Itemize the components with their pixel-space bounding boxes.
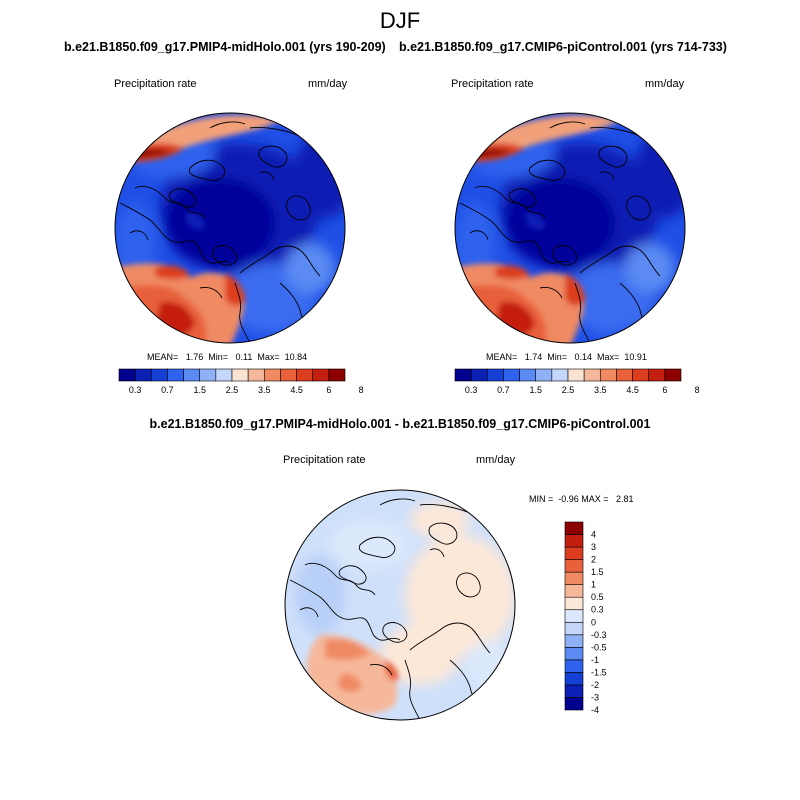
colorbar-panel-2-tick-label: 8: [695, 385, 700, 395]
map-difference-border: [284, 489, 516, 721]
colorbar-panel-2-swatch: [551, 368, 569, 382]
colorbar-difference-swatch: [564, 684, 584, 698]
colorbar-difference-swatch: [564, 609, 584, 623]
colorbar-difference-tick-label: -3: [591, 692, 599, 702]
map-panel-2: [450, 108, 695, 348]
colorbar-difference-swatch: [564, 621, 584, 636]
colorbar-panel-1: 0.3 0.7 1.5 2.5 3.5 4.5 6 8: [118, 368, 364, 395]
colorbar-panel-2-swatch: [454, 368, 472, 382]
colorbar-difference-tick-label: -1: [591, 655, 599, 665]
colorbar-panel-1-swatch: [296, 368, 314, 382]
colorbar-panel-2-swatch: [616, 368, 633, 382]
panel-2-title: b.e21.B1850.f09_g17.CMIP6-piControl.001 …: [399, 40, 727, 54]
panel-1-title: b.e21.B1850.f09_g17.PMIP4-midHolo.001 (y…: [64, 40, 386, 54]
colorbar-difference-swatch: [564, 521, 584, 535]
difference-units: mm/day: [476, 454, 516, 466]
colorbar-difference-swatch: [564, 659, 584, 673]
colorbar-panel-1-tick-label: 4.5: [290, 385, 303, 395]
colorbar-panel-2-tick-label: 0.7: [497, 385, 510, 395]
colorbar-difference-swatch: [564, 634, 584, 648]
panel-2-variable: Precipitation rate: [451, 78, 534, 90]
colorbar-panel-2-swatch: [664, 368, 682, 382]
colorbar-difference-swatch: [564, 697, 584, 711]
colorbar-panel-2-swatch: [503, 368, 520, 382]
colorbar-panel-1-tick-label: 3.5: [258, 385, 271, 395]
colorbar-panel-1-swatch: [215, 368, 233, 382]
colorbar-panel-2-tick-label: 3.5: [594, 385, 607, 395]
colorbar-panel-1-swatch: [280, 368, 297, 382]
colorbar-panel-2-swatch: [583, 368, 601, 382]
colorbar-panel-2: 0.3 0.7 1.5 2.5 3.5 4.5 6 8: [454, 368, 700, 395]
colorbar-panel-1-tick-label: 0.7: [161, 385, 174, 395]
colorbar-panel-2-tick-label: 1.5: [529, 385, 542, 395]
colorbar-panel-2-tick-label: 2.5: [562, 385, 575, 395]
colorbar-panel-2-swatch: [470, 368, 488, 382]
colorbar-panel-2-swatch: [632, 368, 650, 382]
map-panel-1: [110, 108, 355, 348]
colorbar-panel-1-swatch: [199, 368, 217, 382]
difference-title: b.e21.B1850.f09_g17.PMIP4-midHolo.001 - …: [149, 417, 651, 431]
difference-variable: Precipitation rate: [283, 454, 366, 466]
colorbar-panel-1-tick-label: 0.3: [129, 385, 142, 395]
colorbar-panel-2-swatch: [486, 368, 504, 382]
colorbar-panel-1-swatch: [231, 368, 249, 382]
colorbar-panel-1-tick-label: 8: [359, 385, 364, 395]
colorbar-difference-tick-label: 1: [591, 580, 596, 590]
colorbar-difference-swatch: [564, 596, 584, 611]
colorbar-difference-tick-label: -4: [591, 705, 599, 715]
colorbar-panel-2-tick-label: 0.3: [465, 385, 478, 395]
colorbar-difference-tick-label: 2: [591, 555, 596, 565]
panel-1-variable: Precipitation rate: [114, 78, 197, 90]
colorbar-panel-2-swatch: [648, 368, 666, 382]
colorbar-panel-1-swatch: [150, 368, 168, 382]
colorbar-panel-2-tick-label: 4.5: [626, 385, 639, 395]
colorbar-panel-1-tick-label: 6: [326, 385, 331, 395]
colorbar-panel-2-swatch: [567, 368, 585, 382]
colorbar-panel-1-swatch: [183, 368, 201, 382]
colorbar-difference-tick-label: -2: [591, 680, 599, 690]
colorbar-difference-swatch: [564, 534, 584, 548]
colorbar-difference-tick-label: 4: [591, 530, 596, 540]
panel-2-units: mm/day: [645, 78, 685, 90]
colorbar-panel-2-swatch: [535, 368, 553, 382]
colorbar-panel-1-tick-label: 1.5: [193, 385, 206, 395]
colorbar-panel-2-tick-label: 6: [662, 385, 667, 395]
colorbar-panel-1-swatch: [263, 368, 281, 382]
difference-stats: MIN = -0.96 MAX = 2.81: [529, 494, 634, 504]
colorbar-difference-tick-label: 3: [591, 542, 596, 552]
colorbar-difference-swatch: [564, 672, 584, 686]
colorbar-panel-1-swatch: [167, 368, 184, 382]
colorbar-panel-1-tick-label: 2.5: [226, 385, 239, 395]
panel-1-stats: MEAN= 1.76 Min= 0.11 Max= 10.84: [147, 352, 308, 362]
colorbar-panel-2-swatch: [519, 368, 537, 382]
colorbar-difference-tick-label: 0.5: [591, 592, 604, 602]
colorbar-difference-swatch: [564, 647, 584, 661]
colorbar-difference-tick-label: 0: [591, 617, 596, 627]
colorbar-difference-swatch: [564, 584, 584, 598]
map-difference: [280, 485, 520, 725]
figure-title: DJF: [379, 8, 421, 33]
colorbar-difference-swatch: [564, 546, 584, 560]
colorbar-difference: 4 3 2 1.5 1 0.5 0.3 0 -0.3 -0.5 -1 -1.5 -2 -3 -4: [564, 521, 607, 715]
colorbar-difference-tick-label: -0.3: [591, 630, 607, 640]
colorbar-panel-1-swatch: [134, 368, 152, 382]
colorbar-difference-swatch: [564, 559, 584, 573]
colorbar-panel-1-swatch: [312, 368, 330, 382]
colorbar-panel-1-swatch: [118, 368, 136, 382]
map-panel-1-border: [114, 112, 346, 344]
panel-2-stats: MEAN= 1.74 Min= 0.14 Max= 10.91: [486, 352, 647, 362]
colorbar-panel-1-swatch: [328, 368, 346, 382]
colorbar-difference-tick-label: 1.5: [591, 567, 604, 577]
colorbar-difference-swatch: [564, 571, 584, 585]
colorbar-panel-2-swatch: [599, 368, 617, 382]
colorbar-panel-1-swatch: [247, 368, 265, 382]
colorbar-difference-tick-label: -0.5: [591, 642, 607, 652]
panel-1-units: mm/day: [308, 78, 348, 90]
colorbar-difference-tick-label: 0.3: [591, 605, 604, 615]
colorbar-difference-tick-label: -1.5: [591, 667, 607, 677]
map-panel-2-border: [454, 112, 686, 344]
